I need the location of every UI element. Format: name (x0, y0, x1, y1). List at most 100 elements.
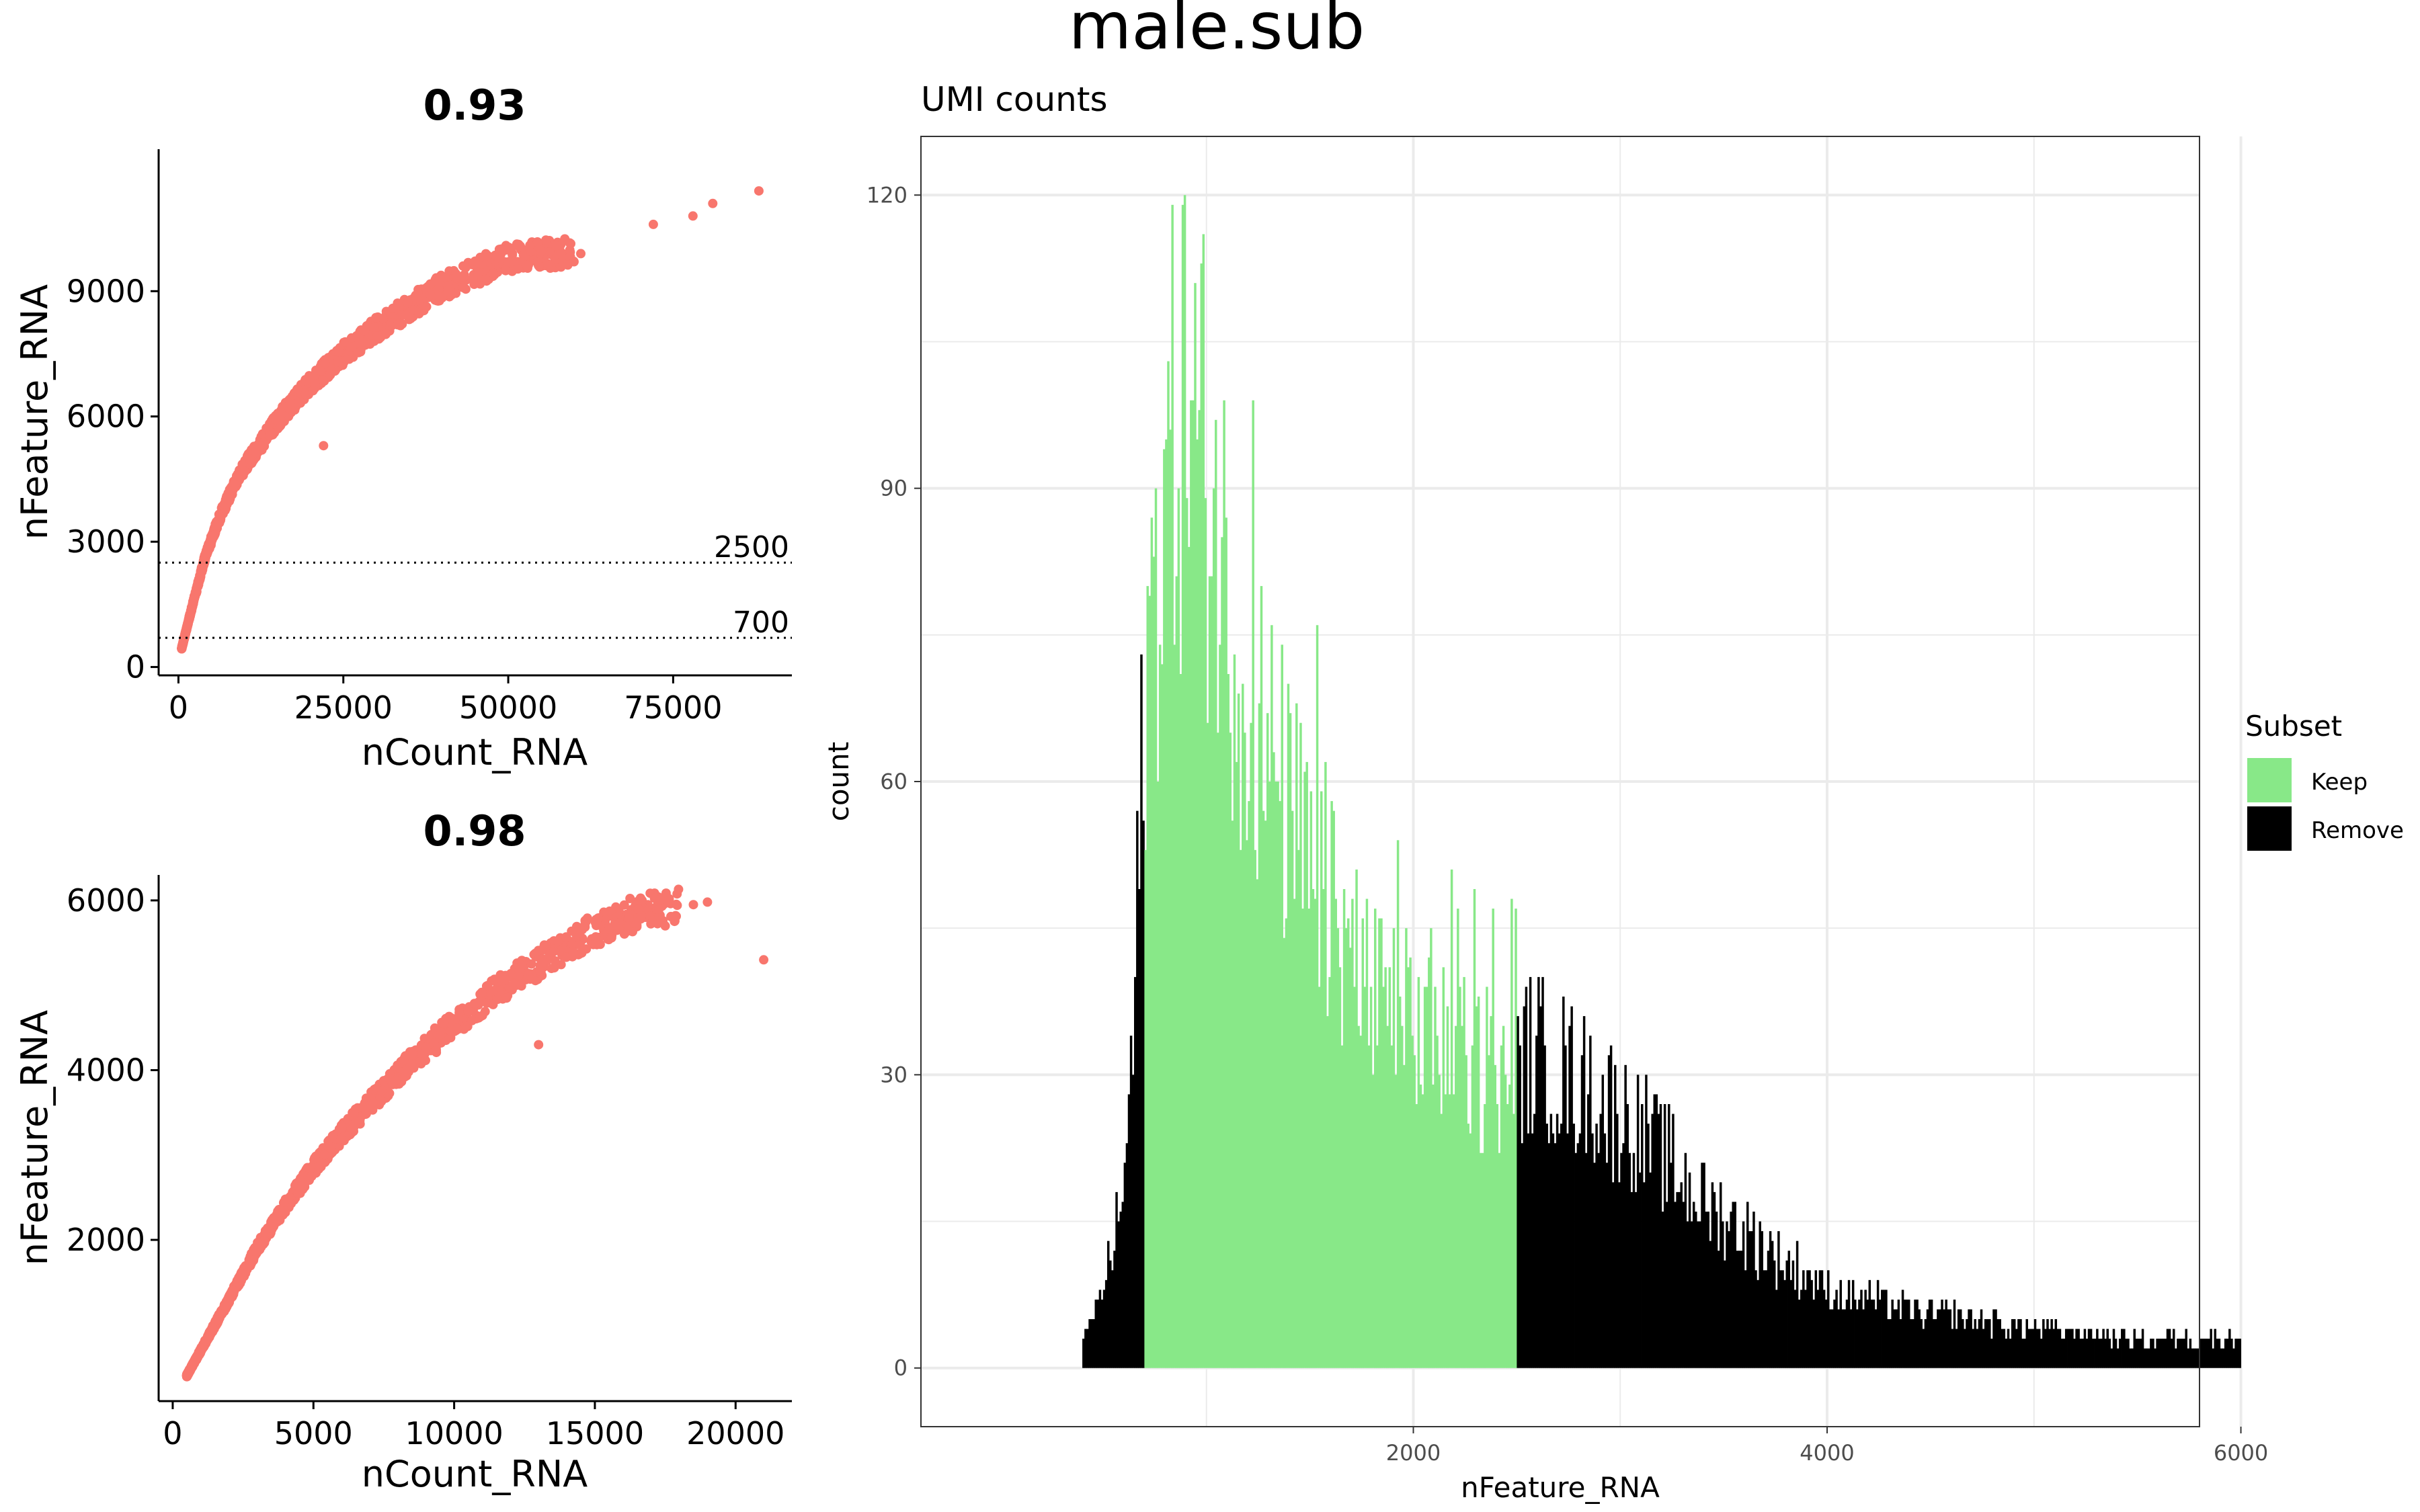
scatter-1-point (403, 298, 413, 308)
histogram-bar-keep (1314, 898, 1317, 1368)
histogram-bar-remove (2102, 1329, 2105, 1368)
histogram-bar-keep (1237, 694, 1240, 1368)
histogram-bar-keep (1340, 1045, 1344, 1368)
histogram-bar-keep (1175, 576, 1178, 1368)
histogram-bar-remove (1724, 1260, 1726, 1368)
scatter-1-point (483, 251, 493, 261)
histogram-bar-remove (1959, 1309, 1962, 1368)
histogram-bar-remove (2058, 1329, 2062, 1368)
histogram-bar-remove (1885, 1290, 1888, 1368)
histogram-bar-remove (1547, 1143, 1551, 1368)
scatter-1-x-ticks: 0 25000 50000 75000 (169, 675, 723, 726)
histogram-bar-keep (1200, 263, 1203, 1368)
scatter-1-point (473, 268, 483, 278)
histogram-bar-remove (1701, 1163, 1703, 1368)
histogram-bar-remove (1777, 1231, 1780, 1368)
histogram-bar-remove (1568, 1025, 1571, 1368)
histogram-bar-remove (1634, 1191, 1638, 1368)
scatter-2-point (549, 947, 559, 956)
histogram-bar-keep (1371, 1075, 1375, 1368)
histogram-bar-remove (2143, 1348, 2146, 1368)
histogram-bar-keep (1188, 546, 1191, 1368)
scatter-1-threshold-lines: 2500 700 (159, 530, 792, 640)
scatter-2-point (416, 1058, 426, 1068)
scatter-2-point (435, 1030, 445, 1040)
histogram-bar-remove (1742, 1221, 1745, 1368)
histogram-bar-keep (1161, 664, 1164, 1368)
histogram-bar-keep (1353, 986, 1356, 1368)
histogram-bar-keep (1394, 1075, 1398, 1368)
histogram-bar-remove (1096, 1299, 1100, 1368)
histogram-bar-remove (1992, 1309, 1995, 1368)
scatter-1-point (551, 241, 561, 251)
histogram-bar-keep (1281, 644, 1283, 1368)
histogram-x-tick-label: 6000 (2214, 1440, 2268, 1466)
scatter-2-point (591, 932, 601, 942)
histogram-bar-remove (2075, 1329, 2078, 1368)
histogram-bar-remove (1605, 1163, 1609, 1368)
histogram-bar-remove (1970, 1309, 1972, 1368)
histogram-bar-remove (1787, 1251, 1791, 1368)
histogram-bar-keep (1277, 782, 1279, 1368)
scatter-1-point (432, 290, 442, 300)
scatter-2-point (452, 1023, 462, 1034)
histogram-bar-remove (1775, 1290, 1778, 1368)
scatter-panel-1: 0.93 2500 700 0 25000 50000 75000 0 3000 6000 9… (13, 81, 792, 773)
histogram-bar-keep (1436, 1036, 1439, 1368)
scatter-2-point (489, 974, 499, 984)
scatter-1-x-tick-label: 50000 (459, 689, 557, 726)
histogram-bar-remove (2226, 1339, 2229, 1368)
histogram-bar-remove (1521, 1143, 1523, 1368)
scatter-2-point (588, 939, 598, 950)
histogram-bar-remove (1558, 1133, 1561, 1368)
histogram-bar-remove (1798, 1299, 1801, 1368)
histogram-bar-remove (1680, 1182, 1683, 1368)
histogram-bar-remove (1728, 1231, 1730, 1368)
scatter-1-point (470, 256, 480, 266)
histogram-bar-remove (2038, 1329, 2041, 1368)
histogram-bar-remove (2011, 1319, 2014, 1368)
legend: Subset Keep Remove (2245, 710, 2404, 851)
histogram-bar-remove (1916, 1299, 1919, 1368)
histogram-bar-keep (1355, 869, 1358, 1368)
scatter-2-point (514, 971, 524, 981)
scatter-1-point (184, 612, 194, 622)
histogram-bar-remove (1769, 1231, 1772, 1368)
scatter-1-y-ticks: 0 3000 6000 9000 (67, 273, 159, 685)
histogram-bar-remove (2129, 1348, 2132, 1368)
histogram-bar-remove (1767, 1251, 1770, 1368)
histogram-y-ticks: 0 30 60 90 120 (866, 182, 921, 1381)
scatter-1-x-tick-label: 0 (169, 689, 188, 726)
histogram-bar-remove (1134, 976, 1137, 1368)
histogram-bar-keep (1316, 625, 1319, 1368)
histogram-bar-remove (1816, 1290, 1820, 1368)
histogram-bar-remove (2193, 1348, 2196, 1368)
scatter-1-outlier-point (708, 198, 718, 208)
scatter-2-points (182, 884, 769, 1382)
histogram-bar-keep (1506, 1104, 1509, 1368)
histogram-bar-keep (1192, 400, 1195, 1368)
scatter-2-point (674, 884, 684, 894)
scatter-2-point (467, 1015, 477, 1025)
histogram-bar-keep (1459, 986, 1461, 1368)
histogram-bar-remove (1545, 1124, 1548, 1368)
histogram-bar-keep (1227, 674, 1229, 1368)
histogram-bar-remove (1556, 1114, 1559, 1368)
histogram-bar-remove (1839, 1279, 1842, 1368)
histogram-bar-remove (1527, 1133, 1530, 1368)
histogram-bar-remove (1793, 1290, 1797, 1368)
histogram-bar-keep (1498, 1152, 1501, 1368)
histogram-bar-keep (1297, 849, 1300, 1368)
histogram-bar-remove (1783, 1279, 1786, 1368)
histogram-bar-remove (1757, 1279, 1759, 1368)
histogram-bar-keep (1198, 410, 1201, 1368)
scatter-1-point (178, 637, 188, 647)
histogram-bar-remove (1864, 1290, 1867, 1368)
scatter-1-point (468, 275, 478, 284)
histogram-bar-remove (1649, 1172, 1652, 1368)
histogram-bar-keep (1285, 918, 1288, 1368)
histogram-bar-keep (1312, 889, 1315, 1368)
histogram-bar-remove (2054, 1319, 2058, 1368)
histogram-bar-remove (2208, 1339, 2210, 1368)
histogram-bar-remove (2079, 1339, 2082, 1368)
